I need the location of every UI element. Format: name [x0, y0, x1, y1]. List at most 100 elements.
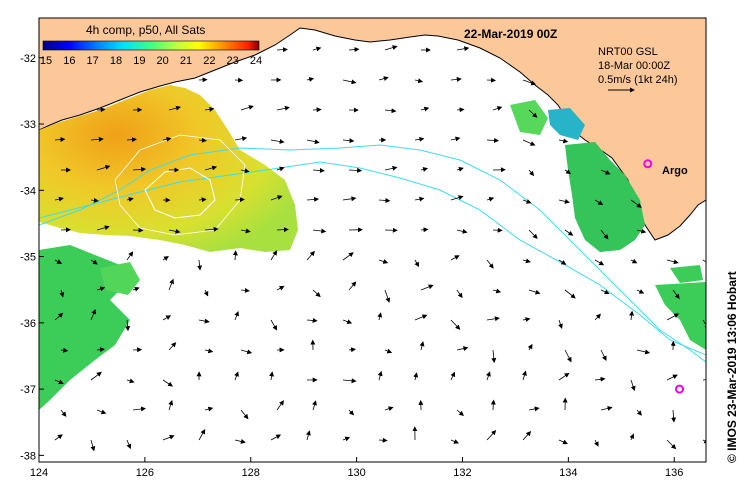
white-contour — [144, 167, 216, 219]
current-arrow — [384, 108, 397, 114]
current-arrow — [378, 259, 389, 264]
current-arrow — [378, 76, 389, 81]
current-arrow — [486, 259, 494, 269]
current-arrow — [600, 289, 610, 295]
current-arrow — [348, 281, 357, 291]
current-arrow — [126, 439, 132, 450]
x-axis: 124 126 128 130 132 134 136 — [30, 457, 683, 479]
current-arrow — [528, 229, 538, 239]
current-arrow — [384, 348, 393, 354]
current-arrow — [630, 258, 638, 264]
current-arrow — [558, 198, 570, 204]
current-arrow — [204, 348, 214, 354]
current-arrow — [492, 106, 503, 111]
current-arrow — [168, 105, 181, 111]
colorbar-title: 4h comp, p50, All Sats — [86, 23, 205, 37]
current-arrow — [96, 347, 105, 353]
current-arrow — [168, 228, 181, 234]
current-arrow — [456, 228, 468, 234]
current-arrow — [456, 166, 464, 172]
colorbar-gradient — [42, 40, 260, 51]
current-arrow — [528, 289, 541, 295]
current-arrow — [491, 349, 497, 364]
current-arrow — [558, 439, 568, 445]
current-arrow — [558, 319, 563, 329]
cyan-front-line-south — [39, 161, 706, 356]
current-arrow — [198, 429, 206, 441]
y-tick-label: -32 — [20, 53, 36, 65]
current-arrow — [312, 228, 327, 234]
current-arrow — [522, 199, 532, 204]
sst-patch-northeast — [510, 100, 548, 135]
x-tick-label: 130 — [347, 467, 365, 479]
current-arrow — [234, 310, 240, 321]
current-arrow — [564, 289, 576, 299]
current-arrow — [522, 431, 532, 441]
current-arrow — [312, 168, 325, 174]
current-arrow — [558, 138, 569, 144]
current-arrow — [414, 78, 424, 84]
current-arrow — [702, 259, 706, 263]
current-arrow — [377, 312, 383, 321]
current-arrow — [558, 372, 570, 381]
current-arrow — [342, 196, 357, 202]
current-arrow — [270, 138, 285, 144]
current-arrow — [666, 259, 679, 265]
colorbar: 4h comp, p50, All Sats 15 16 17 18 19 20 21 22 2… — [40, 23, 262, 67]
current-arrow — [96, 107, 106, 113]
current-arrow — [240, 168, 250, 174]
current-arrow — [276, 105, 290, 111]
current-arrow — [204, 226, 219, 232]
current-arrow — [456, 346, 469, 352]
y-tick-label: -35 — [20, 252, 36, 264]
current-arrow — [54, 259, 63, 264]
current-arrow — [198, 318, 210, 324]
current-arrow — [306, 139, 320, 145]
x-tick-label: 136 — [665, 467, 683, 479]
y-tick-label: -34 — [20, 185, 36, 197]
current-arrow — [132, 166, 147, 172]
current-arrow — [60, 347, 69, 353]
current-arrow — [522, 317, 531, 322]
current-arrow — [270, 434, 282, 441]
current-arrow — [240, 105, 254, 111]
current-arrow — [312, 289, 321, 298]
current-arrow — [629, 310, 635, 321]
current-arrow — [348, 167, 363, 173]
current-arrow — [600, 405, 613, 411]
current-arrow — [276, 166, 285, 172]
current-arrow — [90, 136, 104, 142]
current-arrow — [234, 438, 246, 444]
current-arrow — [594, 259, 605, 266]
current-arrow — [450, 439, 460, 444]
current-arrow — [594, 313, 601, 321]
current-arrow — [671, 409, 677, 423]
current-arrow — [522, 139, 536, 146]
current-arrow — [527, 343, 533, 351]
current-arrow — [204, 106, 215, 112]
argo-float-marker — [675, 384, 685, 394]
y-axis: -32 -33 -34 -35 -36 -37 -38 — [20, 53, 44, 462]
current-arrow — [96, 286, 106, 292]
x-tick-label: 128 — [242, 467, 260, 479]
current-arrow — [384, 165, 398, 171]
current-arrow — [528, 169, 535, 177]
current-arrow — [342, 378, 357, 384]
argo-floats — [643, 159, 685, 394]
current-arrow — [162, 136, 172, 142]
current-arrow — [629, 433, 635, 441]
current-arrow — [342, 436, 351, 442]
current-arrow — [90, 197, 99, 203]
current-arrow — [666, 439, 677, 450]
current-arrow — [636, 289, 645, 294]
current-arrow — [450, 371, 456, 381]
current-arrow — [348, 409, 355, 416]
current-arrow — [600, 169, 611, 175]
current-arrow — [90, 371, 102, 381]
current-arrow — [276, 285, 285, 291]
sst-patch-west-small — [100, 262, 140, 295]
current-arrow — [96, 225, 110, 231]
current-arrow — [306, 250, 315, 261]
colorbar-tick-label: 23 — [227, 55, 239, 67]
